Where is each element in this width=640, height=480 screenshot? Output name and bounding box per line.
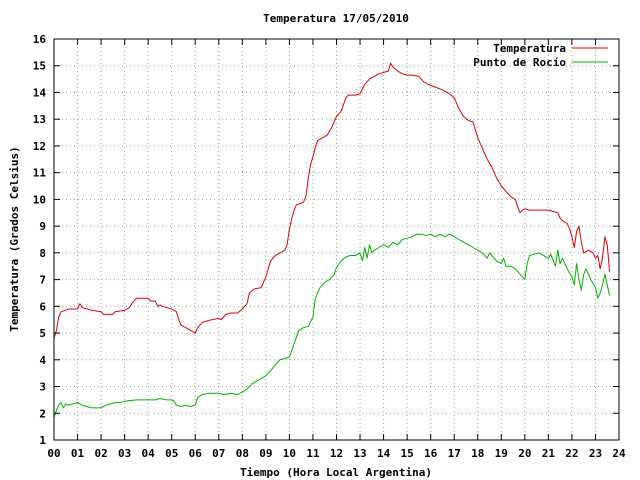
x-tick-label: 04 [142,447,156,460]
y-tick-label: 11 [33,167,47,180]
y-tick-label: 12 [33,140,46,153]
y-tick-label: 14 [33,86,47,99]
y-tick-label: 16 [33,33,47,46]
x-tick-label: 03 [118,447,131,460]
x-tick-label: 13 [353,447,366,460]
x-tick-label: 22 [565,447,578,460]
y-tick-label: 5 [39,327,46,340]
x-tick-label: 20 [518,447,531,460]
plot-series [53,62,611,418]
grid [54,39,619,440]
x-tick-label: 12 [330,447,343,460]
x-tick-label: 19 [495,447,508,460]
x-tick-label: 11 [306,447,320,460]
x-tick-label: 18 [471,447,484,460]
punto-de-rocio-line [53,233,611,418]
axis-ticks [53,38,620,441]
x-tick-label: 15 [401,447,414,460]
x-tick-label: 21 [542,447,556,460]
x-tick-label: 14 [377,447,391,460]
x-axis-tick-labels: 00 01 02 03 04 05 06 07 08 09 10 11 12 13 14 15 16 17 18 19… [47,447,626,460]
x-tick-label: 10 [283,447,296,460]
y-tick-label: 7 [39,274,46,287]
y-tick-label: 1 [39,434,46,447]
y-tick-label: 9 [39,220,46,233]
x-tick-label: 05 [165,447,178,460]
y-tick-label: 6 [39,300,46,313]
y-tick-label: 8 [39,247,46,260]
x-tick-label: 00 [47,447,60,460]
y-axis-label: Temperatura (Grados Celsius) [8,146,21,331]
x-tick-label: 16 [424,447,438,460]
y-tick-label: 4 [39,354,46,367]
temperatura-line [53,62,611,339]
y-tick-label: 10 [33,193,46,206]
y-tick-label: 13 [33,113,46,126]
chart-title: Temperatura 17/05/2010 [263,12,409,25]
x-tick-label: 02 [94,447,107,460]
y-tick-label: 3 [39,381,46,394]
x-tick-label: 07 [212,447,225,460]
x-tick-label: 01 [71,447,85,460]
y-tick-label: 2 [39,407,46,420]
legend-label: Temperatura [493,42,566,55]
y-tick-label: 15 [33,60,46,73]
x-tick-label: 06 [189,447,203,460]
x-axis-label: Tiempo (Hora Local Argentina) [240,466,432,479]
x-tick-label: 24 [612,447,626,460]
x-tick-label: 09 [259,447,272,460]
legend-label: Punto de Rocío [473,56,566,69]
x-tick-label: 23 [589,447,602,460]
x-tick-label: 17 [448,447,461,460]
x-tick-label: 08 [236,447,249,460]
